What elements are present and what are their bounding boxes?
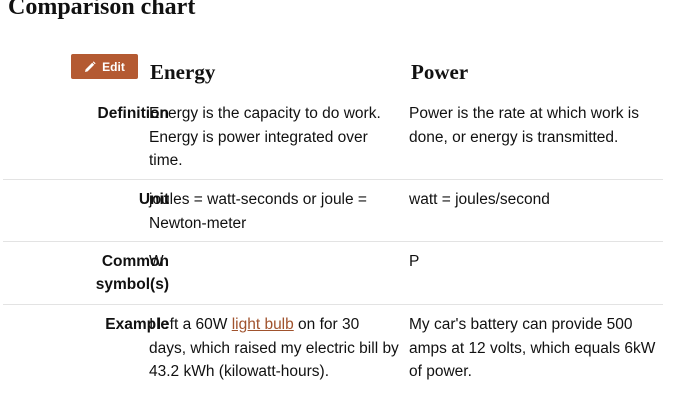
common-symbol-energy-cell: W xyxy=(149,253,164,270)
page-title: Comparison chart xyxy=(8,0,196,20)
row-divider xyxy=(3,179,663,180)
unit-power-cell: watt = joules/second xyxy=(409,191,550,208)
row-label-example: Example xyxy=(105,316,169,333)
edit-button[interactable]: Edit xyxy=(71,54,138,79)
definition-power-cell: Power is the rate at which work is done,… xyxy=(409,105,640,146)
row-label-definition: Definition xyxy=(97,105,169,122)
row-divider xyxy=(3,304,663,305)
row-label-unit: Unit xyxy=(138,191,169,208)
common-symbol-power-cell: P xyxy=(409,253,420,270)
example-power-cell: My car's battery can provide 500 amps at… xyxy=(409,316,656,380)
pencil-icon xyxy=(84,60,96,73)
example-energy-cell: I left a 60W light bulb on for 30 days, … xyxy=(149,313,399,384)
example-energy-text-after: on for 30 days, which raised my electric… xyxy=(149,316,399,380)
column-header-energy: Energy xyxy=(150,60,216,84)
column-header-power: Power xyxy=(411,60,469,84)
row-label-common-symbols: Common symbol(s) xyxy=(95,253,169,293)
unit-energy-cell: joules = watt-seconds or joule = Newton-… xyxy=(149,191,367,232)
edit-button-label: Edit xyxy=(102,59,125,74)
example-energy-text-before: I left a 60W xyxy=(149,316,232,333)
definition-energy-cell: Energy is the capacity to do work. Energ… xyxy=(149,105,381,169)
light-bulb-link[interactable]: light bulb xyxy=(231,316,294,333)
row-divider xyxy=(3,241,663,242)
